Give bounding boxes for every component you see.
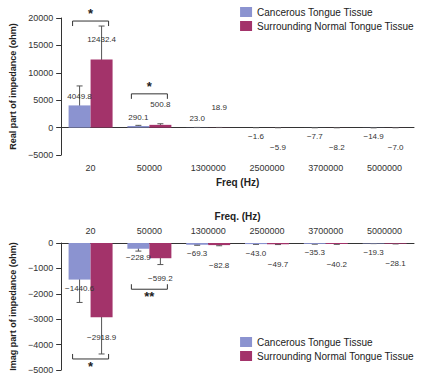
svg-text:23.0: 23.0 — [189, 114, 205, 123]
svg-text:Real part of impedance (ohm): Real part of impedance (ohm) — [8, 23, 18, 150]
svg-text:−4000: −4000 — [28, 340, 53, 350]
svg-text:5000000: 5000000 — [367, 226, 402, 236]
svg-text:Imag part of impedance (ohm): Imag part of impedance (ohm) — [8, 242, 18, 371]
svg-text:Surrounding Normal Tongue Tiss: Surrounding Normal Tongue Tissue — [257, 21, 414, 32]
svg-text:12432.4: 12432.4 — [87, 35, 116, 44]
svg-text:−5000: −5000 — [28, 150, 53, 160]
svg-text:−82.8: −82.8 — [209, 261, 230, 270]
svg-text:0: 0 — [48, 123, 53, 133]
svg-text:*: * — [88, 6, 94, 21]
svg-text:−40.2: −40.2 — [327, 260, 348, 269]
svg-text:−7.7: −7.7 — [307, 132, 323, 141]
svg-text:50000: 50000 — [137, 226, 162, 236]
svg-text:15000: 15000 — [28, 40, 53, 50]
svg-text:4049.8: 4049.8 — [67, 92, 92, 101]
svg-text:3700000: 3700000 — [308, 226, 343, 236]
svg-text:5000: 5000 — [33, 95, 53, 105]
svg-text:−1440.6: −1440.6 — [65, 284, 95, 293]
svg-text:0: 0 — [48, 238, 53, 248]
svg-text:−69.3: −69.3 — [187, 249, 208, 258]
svg-text:10000: 10000 — [28, 68, 53, 78]
svg-text:−599.2: −599.2 — [148, 274, 173, 283]
svg-text:18.9: 18.9 — [211, 103, 227, 112]
svg-text:Cancerous Tongue Tissue: Cancerous Tongue Tissue — [257, 7, 373, 18]
svg-text:−35.3: −35.3 — [305, 248, 326, 257]
svg-text:*: * — [147, 79, 153, 94]
svg-text:50000: 50000 — [137, 163, 162, 173]
svg-text:500.8: 500.8 — [150, 100, 171, 109]
svg-text:20: 20 — [86, 226, 96, 236]
svg-text:−3000: −3000 — [28, 314, 53, 324]
svg-text:Surrounding Normal Tongue Tiss: Surrounding Normal Tongue Tissue — [257, 351, 414, 362]
svg-text:1300000: 1300000 — [191, 163, 226, 173]
svg-text:20: 20 — [86, 163, 96, 173]
svg-text:−28.1: −28.1 — [385, 259, 406, 268]
svg-text:−7.0: −7.0 — [388, 143, 404, 152]
svg-text:−8.2: −8.2 — [329, 143, 345, 152]
svg-text:20000: 20000 — [28, 13, 53, 23]
svg-text:3700000: 3700000 — [308, 163, 343, 173]
svg-text:−1.6: −1.6 — [248, 132, 264, 141]
svg-text:−5000: −5000 — [28, 365, 53, 375]
svg-text:−228.9: −228.9 — [126, 253, 151, 262]
svg-text:2500000: 2500000 — [249, 163, 284, 173]
svg-text:Freq (Hz): Freq (Hz) — [216, 177, 259, 188]
svg-text:1300000: 1300000 — [191, 226, 226, 236]
svg-text:*: * — [88, 359, 94, 374]
svg-text:290.1: 290.1 — [128, 113, 149, 122]
svg-text:−2000: −2000 — [28, 289, 53, 299]
svg-text:−5.9: −5.9 — [270, 143, 286, 152]
svg-text:−14.9: −14.9 — [363, 132, 384, 141]
svg-text:2500000: 2500000 — [249, 226, 284, 236]
svg-text:−49.7: −49.7 — [268, 260, 289, 269]
svg-text:−1000: −1000 — [28, 263, 53, 273]
svg-text:−43.0: −43.0 — [246, 249, 267, 258]
svg-text:5000000: 5000000 — [367, 163, 402, 173]
svg-text:−2918.9: −2918.9 — [87, 333, 117, 342]
svg-text:Cancerous Tongue Tissue: Cancerous Tongue Tissue — [257, 337, 373, 348]
svg-text:−19.3: −19.3 — [363, 248, 384, 257]
svg-text:Freq. (Hz): Freq. (Hz) — [215, 211, 261, 222]
svg-text:**: ** — [144, 289, 155, 304]
